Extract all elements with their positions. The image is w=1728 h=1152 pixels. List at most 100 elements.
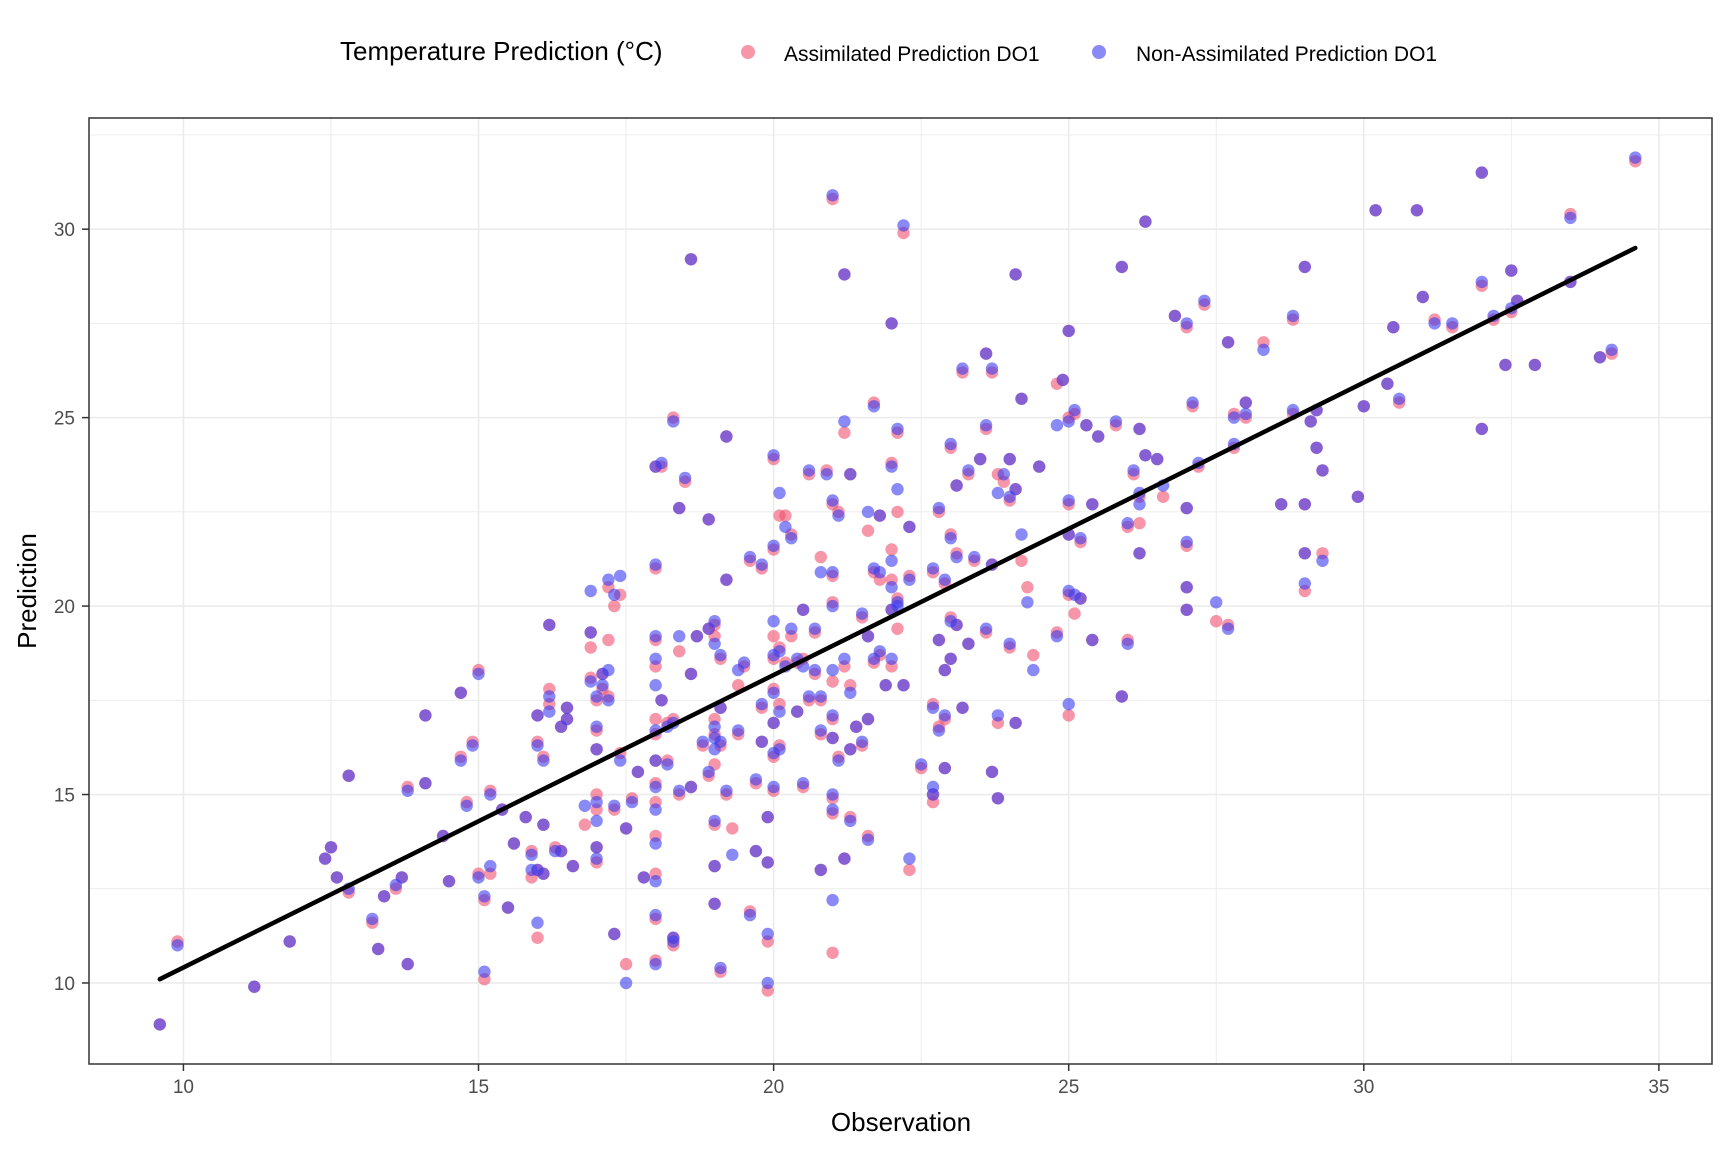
non-assimilated-point xyxy=(826,599,839,613)
non-assimilated-point xyxy=(944,652,957,665)
non-assimilated-point xyxy=(950,550,963,564)
non-assimilated-point xyxy=(897,679,910,692)
non-assimilated-point xyxy=(950,479,963,492)
non-assimilated-point xyxy=(649,679,662,692)
non-assimilated-point xyxy=(678,471,692,485)
non-assimilated-point xyxy=(1387,321,1400,334)
non-assimilated-point xyxy=(755,558,768,571)
y-tick-label: 30 xyxy=(54,220,75,241)
non-assimilated-point xyxy=(773,743,786,756)
non-assimilated-point xyxy=(1133,547,1146,560)
non-assimilated-point xyxy=(708,897,721,910)
non-assimilated-point xyxy=(773,645,786,658)
non-assimilated-point xyxy=(873,566,886,579)
non-assimilated-point xyxy=(1499,358,1512,372)
assimilated-point xyxy=(584,641,597,654)
non-assimilated-point xyxy=(1310,441,1323,454)
non-assimilated-point xyxy=(1298,260,1312,274)
non-assimilated-point xyxy=(1286,403,1300,417)
assimilated-point xyxy=(1027,648,1040,662)
non-assimilated-point xyxy=(584,675,597,688)
non-assimilated-point xyxy=(372,942,385,956)
assimilated-point xyxy=(826,946,839,959)
assimilated-point xyxy=(1021,581,1034,594)
non-assimilated-point xyxy=(708,637,721,650)
non-assimilated-point xyxy=(419,709,432,722)
non-assimilated-point xyxy=(991,709,1005,722)
non-assimilated-point xyxy=(796,777,810,790)
non-assimilated-point xyxy=(1139,215,1152,228)
non-assimilated-point xyxy=(1381,377,1394,390)
assimilated-point xyxy=(891,622,904,635)
non-assimilated-point xyxy=(1286,309,1300,323)
non-assimilated-point xyxy=(749,844,763,858)
non-assimilated-point xyxy=(1003,637,1016,650)
non-assimilated-point xyxy=(708,859,721,873)
non-assimilated-point xyxy=(1239,407,1253,421)
assimilated-point xyxy=(814,550,827,564)
non-assimilated-point xyxy=(1127,464,1140,477)
x-tick-label: 30 xyxy=(1353,1077,1374,1098)
non-assimilated-point xyxy=(873,645,886,658)
non-assimilated-point xyxy=(767,780,780,794)
non-assimilated-point xyxy=(596,679,609,692)
non-assimilated-point xyxy=(938,663,951,677)
non-assimilated-point xyxy=(714,961,727,975)
non-assimilated-point xyxy=(649,957,662,971)
y-axis: 10 15 20 25 30 xyxy=(54,220,89,995)
non-assimilated-point xyxy=(1121,517,1134,530)
non-assimilated-point xyxy=(1316,554,1329,567)
non-assimilated-point xyxy=(484,788,497,801)
non-assimilated-point xyxy=(979,622,993,635)
non-assimilated-point xyxy=(1009,268,1022,281)
x-tick-label: 25 xyxy=(1058,1077,1079,1098)
non-assimilated-point xyxy=(861,630,875,643)
non-assimilated-point xyxy=(1050,419,1064,432)
non-assimilated-point xyxy=(879,679,892,692)
non-assimilated-point xyxy=(602,573,615,586)
non-assimilated-point xyxy=(885,554,898,567)
x-axis-label: Observation xyxy=(831,1107,971,1137)
non-assimilated-point xyxy=(950,618,963,632)
non-assimilated-point xyxy=(885,652,898,665)
non-assimilated-point xyxy=(377,890,391,903)
assimilated-point xyxy=(767,630,780,643)
non-assimilated-point xyxy=(1062,494,1075,507)
non-assimilated-point xyxy=(932,633,946,647)
non-assimilated-point xyxy=(826,566,839,579)
assimilated-point xyxy=(891,505,904,519)
non-assimilated-point xyxy=(962,637,975,650)
non-assimilated-point xyxy=(1050,630,1064,643)
non-assimilated-point xyxy=(395,871,408,884)
non-assimilated-point xyxy=(844,814,857,828)
assimilated-point xyxy=(1015,554,1028,567)
legend: Temperature Prediction (°C) Assimilated … xyxy=(340,36,1437,66)
non-assimilated-point xyxy=(684,253,698,266)
non-assimilated-point xyxy=(755,735,768,748)
non-assimilated-point xyxy=(844,743,857,756)
non-assimilated-point xyxy=(1133,498,1146,511)
non-assimilated-point xyxy=(926,701,940,714)
non-assimilated-point xyxy=(1505,264,1518,277)
non-assimilated-point xyxy=(531,709,544,722)
non-assimilated-point xyxy=(537,754,550,767)
x-axis: 10 15 20 25 30 35 xyxy=(173,1064,1669,1098)
legend-key-non-assimilated xyxy=(1092,45,1106,59)
non-assimilated-point xyxy=(537,867,550,880)
non-assimilated-point xyxy=(814,863,827,877)
legend-label-non-assimilated: Non-Assimilated Prediction DO1 xyxy=(1136,43,1437,66)
non-assimilated-point xyxy=(584,626,597,639)
non-assimilated-point xyxy=(478,890,491,903)
non-assimilated-point xyxy=(602,663,615,677)
non-assimilated-point xyxy=(590,690,603,703)
non-assimilated-point xyxy=(1210,596,1223,609)
non-assimilated-point xyxy=(684,667,698,681)
non-assimilated-point xyxy=(401,957,414,971)
non-assimilated-point xyxy=(608,588,621,601)
non-assimilated-point xyxy=(826,731,839,745)
non-assimilated-point xyxy=(755,697,768,711)
non-assimilated-point xyxy=(1180,603,1193,616)
non-assimilated-point xyxy=(608,799,621,812)
non-assimilated-point xyxy=(991,792,1005,805)
